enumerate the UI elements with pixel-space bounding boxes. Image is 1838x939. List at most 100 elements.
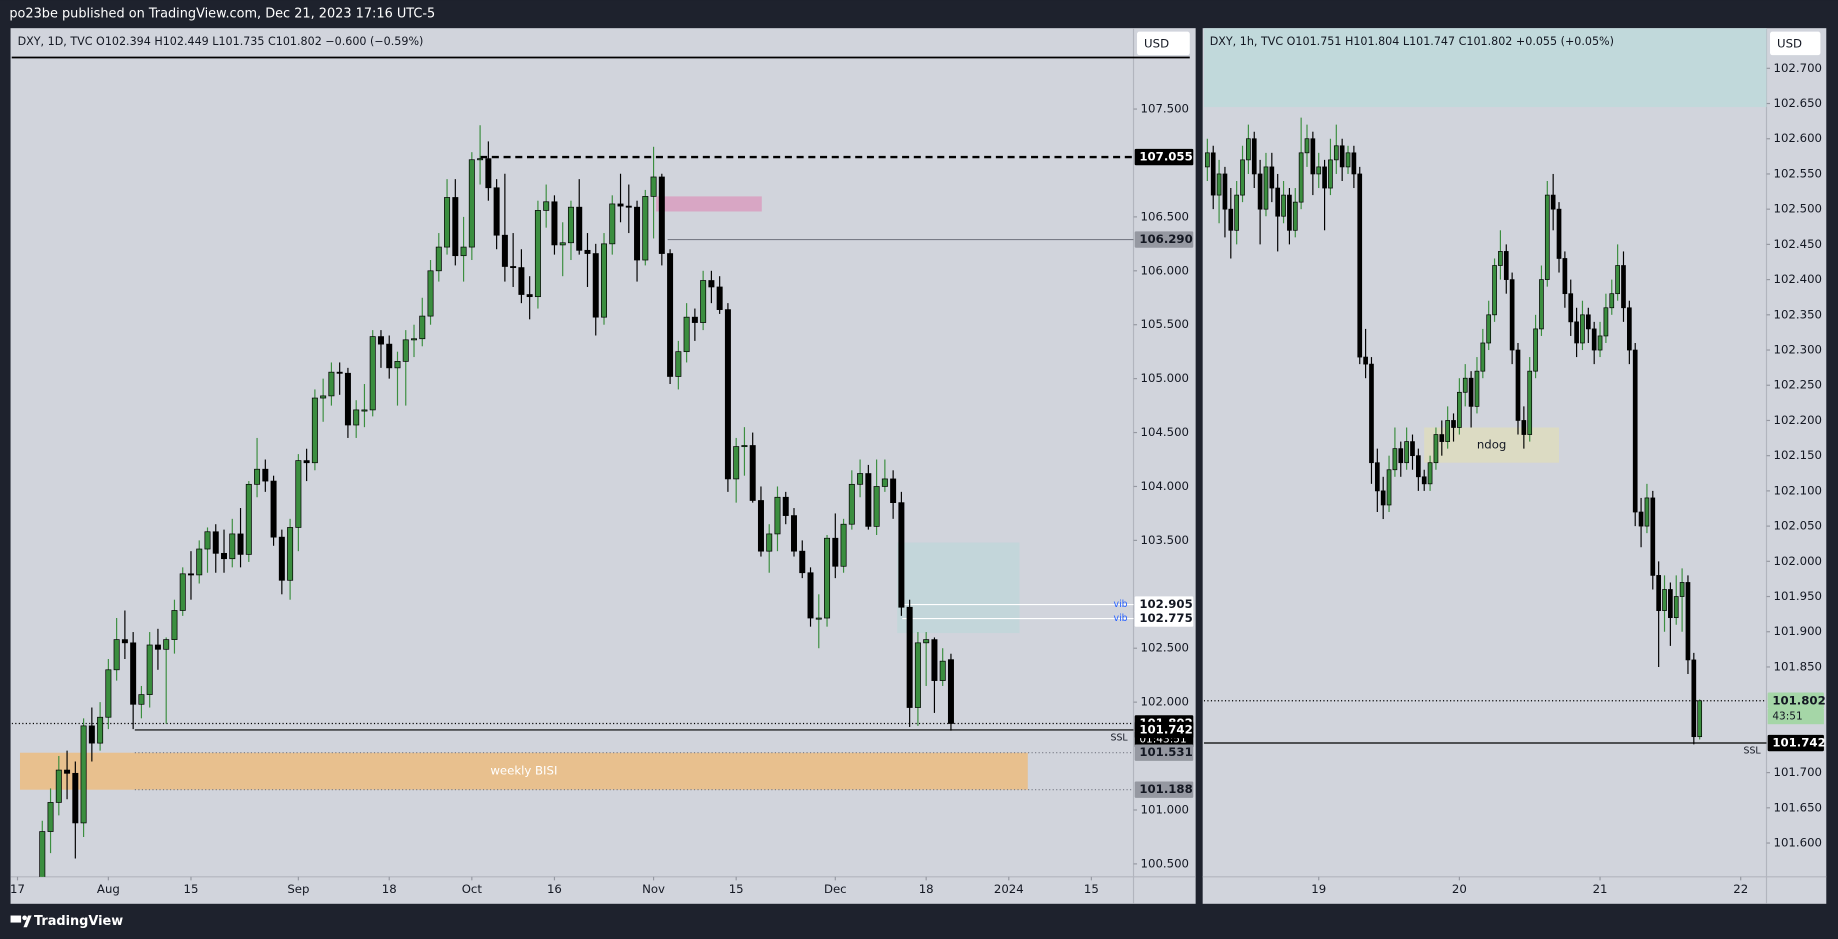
zone — [1203, 28, 1767, 108]
x-tick-label: 21 — [1593, 882, 1608, 896]
candle-body — [311, 397, 318, 464]
candle-body — [1316, 166, 1322, 175]
logo — [10, 915, 32, 928]
x-tick-label: 15 — [729, 882, 744, 896]
y-tick-label: 101.700 — [1774, 765, 1822, 779]
candle-body — [592, 253, 599, 318]
candle-body — [766, 533, 773, 552]
candle-body — [1527, 370, 1533, 435]
x-tick-label: Nov — [642, 882, 665, 896]
candle-body — [1345, 152, 1351, 168]
candle-body — [262, 468, 269, 482]
candle-body — [88, 725, 95, 744]
candle-body — [204, 531, 211, 550]
y-tick-label: 101.600 — [1774, 836, 1822, 850]
candle-body — [1691, 659, 1697, 738]
candle-body — [1697, 700, 1703, 738]
countdown: 43:51 — [1772, 711, 1802, 723]
candle-body — [898, 502, 905, 608]
y-tick-label: 101.900 — [1774, 624, 1822, 638]
candle-body — [1539, 279, 1544, 330]
x-tick-label: Dec — [824, 882, 847, 896]
currency-button[interactable] — [1770, 31, 1821, 56]
candle-body — [716, 286, 723, 310]
candle-body — [1480, 342, 1486, 372]
candle-body — [609, 203, 616, 245]
candle-body — [625, 205, 632, 208]
y-tick-label: 101.850 — [1774, 659, 1822, 673]
y-tick-label: 102.150 — [1774, 448, 1822, 462]
candle-body — [799, 550, 806, 574]
candle-body — [1498, 251, 1503, 266]
candle-body — [303, 460, 310, 464]
price-badge-label: 107.055 — [1139, 150, 1192, 164]
candle-body — [923, 639, 930, 644]
candle-body — [815, 617, 822, 620]
candle-body — [1246, 138, 1251, 161]
candle-body — [1521, 420, 1527, 435]
candle-body — [1433, 434, 1439, 464]
candle-body — [39, 831, 46, 877]
plot: ndog — [1203, 28, 1767, 745]
x-tick-label: Oct — [462, 882, 483, 896]
candle-body — [1591, 328, 1597, 351]
candle-body — [931, 639, 938, 681]
x-tick-label: 17 — [10, 882, 25, 896]
y-tick-label: 102.050 — [1774, 519, 1822, 533]
candle-body — [1562, 258, 1568, 295]
candle-body — [64, 769, 71, 774]
level-note: vib — [1114, 613, 1128, 624]
y-tick-label: 106.000 — [1141, 263, 1189, 277]
candle-body — [840, 523, 847, 567]
y-tick-label: 105.500 — [1141, 317, 1189, 331]
candle-body — [857, 473, 864, 485]
candle-body — [865, 473, 872, 527]
candle-body — [1421, 476, 1427, 485]
candle-body — [254, 468, 261, 485]
candle-body — [1568, 293, 1574, 323]
y-tick-label: 102.000 — [1141, 695, 1189, 709]
candle-body — [105, 669, 112, 718]
candle-body — [1462, 377, 1468, 393]
candle-body — [832, 537, 839, 567]
candle-body — [518, 267, 525, 295]
candle-body — [1281, 194, 1286, 217]
candle-body — [1363, 356, 1368, 365]
candle-body — [1445, 420, 1451, 442]
candle-body — [377, 336, 384, 345]
currency-label: USD — [1777, 36, 1802, 50]
candle-body — [72, 772, 79, 824]
candle-body — [617, 203, 624, 207]
candle-body — [1668, 589, 1673, 619]
candle-body — [1292, 201, 1298, 231]
candle-body — [691, 316, 698, 323]
candle-body — [1621, 265, 1626, 309]
candle-body — [1609, 293, 1615, 309]
candle-body — [1533, 328, 1538, 372]
price-badge-label: 102.775 — [1139, 611, 1192, 625]
candle-body — [1322, 166, 1327, 189]
candle-body — [1380, 490, 1386, 506]
candle-body — [733, 446, 740, 480]
candle-body — [80, 725, 87, 824]
countdown-badge — [1767, 708, 1824, 725]
x-tick-label: 18 — [919, 882, 934, 896]
x-tick-label: 22 — [1733, 882, 1748, 896]
candle-body — [196, 548, 203, 576]
price-badge — [1767, 692, 1824, 709]
candle-body — [708, 280, 715, 288]
zone — [19, 752, 1028, 790]
candle-body — [1404, 441, 1409, 464]
candle-body — [229, 533, 236, 560]
candle-body — [782, 496, 789, 516]
x-tick-label: 15 — [184, 882, 199, 896]
currency-button[interactable] — [1137, 31, 1190, 56]
candle-body — [1210, 152, 1216, 196]
y-tick-label: 102.350 — [1774, 307, 1822, 321]
candle-body — [1439, 434, 1445, 442]
candle-body — [113, 639, 120, 671]
candle-body — [47, 802, 54, 832]
candle-body — [757, 500, 764, 552]
price-badge — [1134, 231, 1194, 248]
x-tick-label: Sep — [287, 882, 309, 896]
